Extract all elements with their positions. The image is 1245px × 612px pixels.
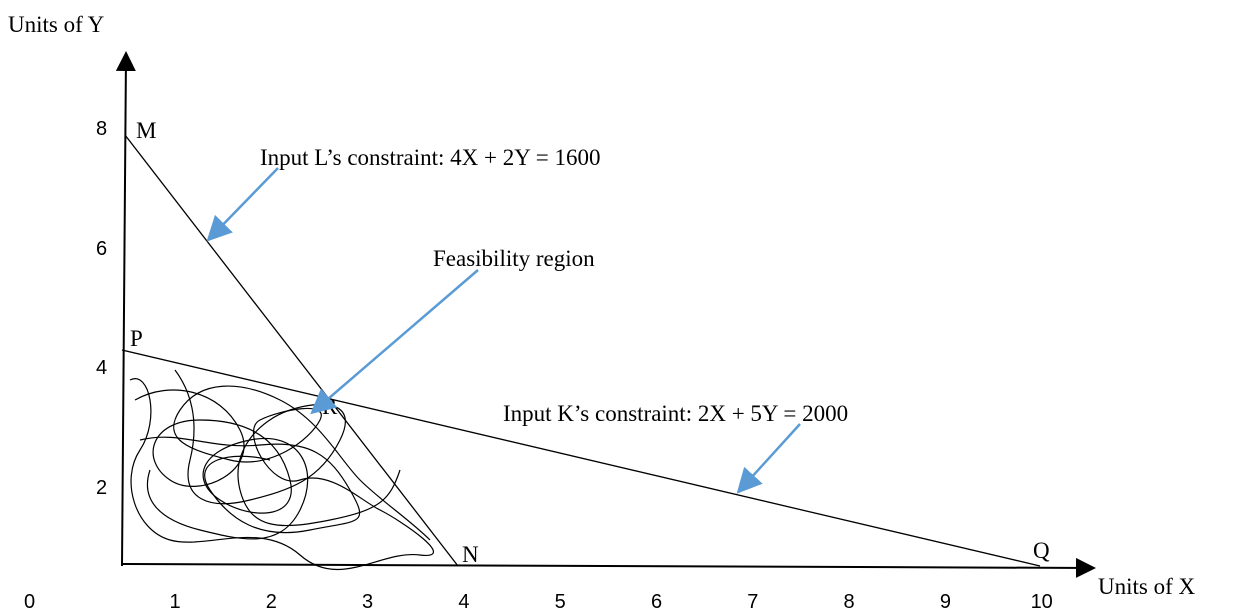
constraint-lines [121,134,1041,567]
annotation: Input L’s constraint: 4X + 2Y = 1600 [260,145,600,170]
x-axis-label: Units of X [1098,574,1196,599]
x-tick: 3 [362,591,373,612]
x-tick: 2 [266,591,277,612]
y-tick: 6 [96,238,107,260]
x-tick: 7 [747,591,758,612]
arrow [736,423,801,494]
x-ticks: 1 2 3 4 5 6 7 8 9 10 [169,591,1052,612]
x-tick: 4 [458,591,469,612]
y-axis [115,51,136,567]
point-label: Q [1033,538,1050,563]
y-tick: 8 [96,118,107,140]
y-tick: 4 [96,357,107,379]
x-axis [121,557,1096,578]
y-tick: 2 [96,477,107,499]
point-label: P [130,326,143,351]
x-tick: 5 [555,591,566,612]
origin-label: 0 [24,591,35,612]
axes [115,51,1096,578]
x-tick: 1 [169,591,180,612]
point-label: M [136,118,156,143]
point-label: N [462,542,479,567]
arrow [310,269,479,415]
k-constraint-line [121,349,1041,567]
l-constraint-line [124,134,459,567]
x-tick: 8 [844,591,855,612]
annotation: Feasibility region [433,246,595,271]
arrow [206,167,279,242]
x-tick: 6 [651,591,662,612]
x-tick: 10 [1031,591,1053,612]
y-axis-label: Units of Y [8,12,105,37]
callout-arrows [206,167,801,494]
x-tick: 9 [940,591,951,612]
feasibility-scribble [129,369,435,571]
annotation: Input K’s constraint: 2X + 5Y = 2000 [503,401,848,426]
